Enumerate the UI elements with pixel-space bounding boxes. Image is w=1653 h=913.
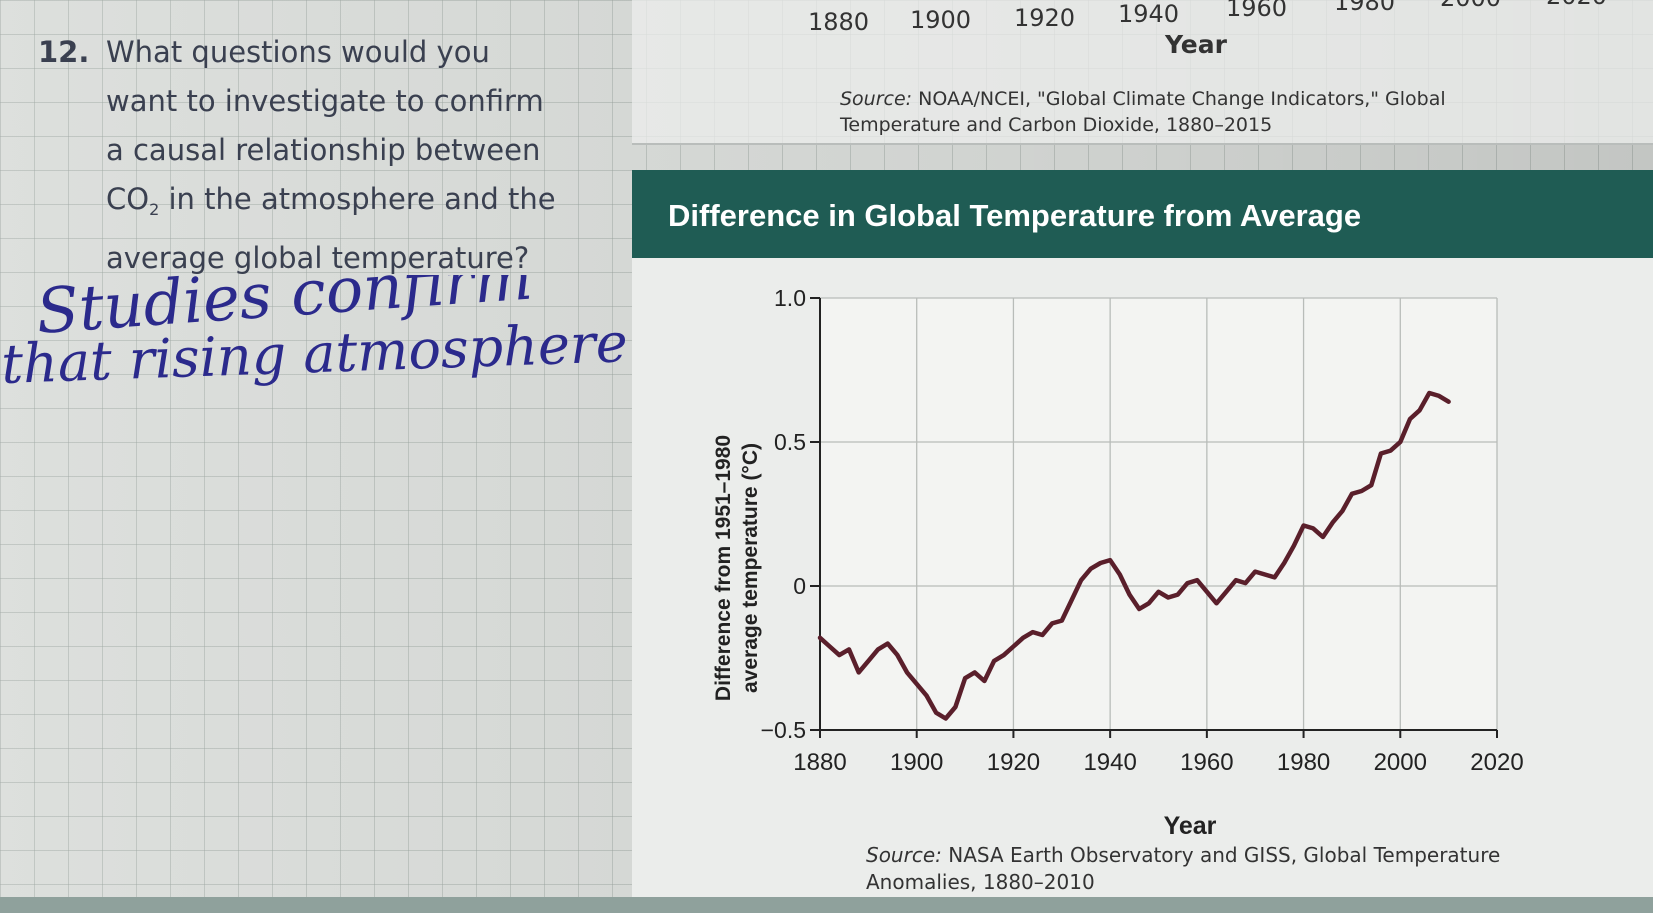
plot-area	[820, 298, 1497, 730]
y-axis-label-line-1: Difference from 1951–1980	[712, 435, 735, 701]
x-tick-labels: 1880 1900 1920 1940 1960 1980 2000 2020	[793, 730, 1524, 776]
chart-source: Source: NASA Earth Observatory and GISS,…	[866, 842, 1500, 896]
top-chart-xlabel: Year	[1165, 30, 1227, 59]
y-tick-label: 0	[793, 573, 806, 599]
bottom-edge	[0, 897, 1653, 913]
x-tick-label: 1920	[987, 749, 1040, 776]
x-tick-label: 1940	[1083, 749, 1136, 776]
top-tick-label: 1900	[910, 6, 972, 34]
x-tick-label: 1960	[1180, 749, 1233, 776]
top-tick-label: 1980	[1334, 0, 1396, 16]
temperature-anomaly-line	[817, 390, 1451, 721]
top-source-text: NOAA/NCEI, "Global Climate Change Indica…	[840, 88, 1446, 136]
top-chart-fragment	[632, 0, 1653, 145]
question-line: What questions would you	[106, 35, 490, 69]
x-axis-label: Year	[1164, 812, 1217, 838]
question-number: 12.	[38, 35, 90, 69]
chart-title: Difference in Global Temperature from Av…	[668, 198, 1362, 233]
chart-panel: Difference in Global Temperature from Av…	[632, 170, 1653, 897]
top-tick-label: 1960	[1226, 0, 1288, 22]
top-tick-label: 2000	[1440, 0, 1501, 12]
y-tick-label: 0.5	[774, 429, 806, 455]
temperature-chart: −0.5 0 0.5 1.0 1880 1900 1920 1940 1960 1980 2000…	[712, 285, 1524, 838]
question-line: want to investigate to confirm	[106, 84, 544, 118]
chart-grid	[819, 297, 1498, 731]
question-line-rest: in the atmosphere and the	[159, 182, 556, 216]
co-text: CO	[106, 182, 150, 216]
question-line: CO2 in the atmosphere and the	[106, 175, 606, 234]
y-tick-label: 1.0	[774, 285, 806, 311]
x-tick-label: 1880	[793, 749, 846, 776]
handwritten-answer: Studies confirm that rising atmosphere	[0, 275, 628, 396]
question-line: a causal relationship between	[106, 133, 541, 167]
top-tick-label: 2020	[1546, 0, 1607, 10]
top-tick-label: 1920	[1014, 4, 1076, 32]
y-axis-label-line-2: average temperature (°C)	[739, 443, 762, 693]
chart-source-text-1: NASA Earth Observatory and GISS, Global …	[948, 843, 1501, 867]
top-tick-label: 1880	[808, 8, 870, 36]
chart-axes	[819, 298, 1497, 731]
chart-source-label: Source:	[866, 843, 942, 867]
subscript-two: 2	[149, 200, 160, 219]
top-chart-source: Source: NOAA/NCEI, "Global Climate Chang…	[840, 86, 1540, 138]
question-text: What questions would you want to investi…	[106, 28, 606, 283]
x-tick-label: 2000	[1374, 749, 1427, 776]
chart-source-text-2: Anomalies, 1880–2010	[866, 870, 1095, 894]
y-axis-label: Difference from 1951–1980 average temper…	[712, 435, 762, 701]
x-tick-label: 1980	[1277, 749, 1330, 776]
top-tick-label: 1940	[1118, 0, 1180, 28]
x-tick-label: 1900	[890, 749, 943, 776]
x-tick-label: 2020	[1470, 749, 1523, 776]
y-tick-label: −0.5	[761, 717, 806, 743]
y-tick-labels: −0.5 0 0.5 1.0	[761, 285, 820, 743]
chart-header: Difference in Global Temperature from Av…	[632, 170, 1653, 258]
question-line: average global temperature?	[106, 241, 530, 275]
top-source-label: Source:	[840, 88, 913, 110]
